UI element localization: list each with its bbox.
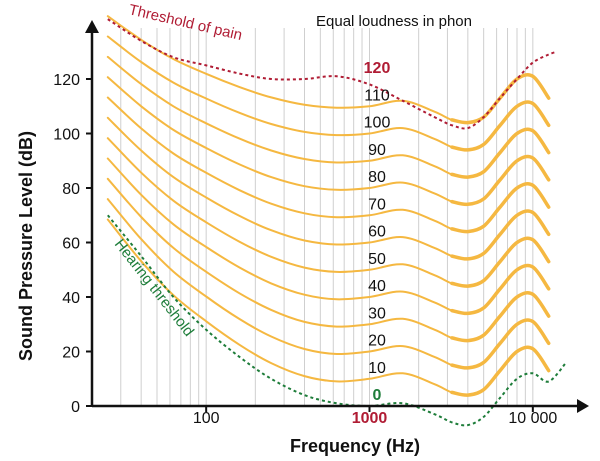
x-axis-arrow: [577, 399, 589, 413]
y-tick-label: 60: [62, 236, 80, 253]
contour-tail-40-phon: [450, 263, 551, 316]
phon-label: 20: [368, 333, 386, 350]
phon-label: 40: [368, 278, 386, 295]
phon-label: 120: [364, 60, 391, 77]
x-tick-label: 10 000: [508, 410, 557, 427]
phon-labels: 0 10 20 30 40 50 60 70 80 90 100 110 120: [364, 60, 391, 404]
chart-title: Equal loudness in phon: [316, 13, 472, 30]
contour-tail-20-phon: [450, 318, 551, 370]
contour-100-phon: [106, 35, 550, 151]
threshold-of-pain-curve: [107, 18, 557, 130]
contour-tail-70-phon: [450, 182, 551, 234]
contour-tail-50-phon: [450, 236, 551, 288]
contour-curves: [106, 15, 551, 397]
contour-40-phon: [106, 157, 550, 315]
phon-label: 50: [368, 251, 386, 268]
y-axis-arrow: [85, 20, 99, 33]
threshold-of-pain-label: Threshold of pain: [127, 1, 244, 44]
phon-label: 80: [368, 169, 386, 186]
x-tick-label: 100: [193, 410, 220, 427]
contour-tail-100-phon: [450, 100, 551, 152]
y-tick-label: 20: [62, 345, 80, 362]
phon-label: 100: [364, 115, 391, 132]
contour-tail-80-phon: [450, 154, 551, 207]
contour-tail-60-phon: [450, 209, 551, 261]
threshold-curves: [107, 18, 567, 427]
y-axis-label: Sound Pressure Level (dB): [16, 131, 36, 361]
contour-50-phon: [106, 137, 550, 288]
phon-label: 30: [368, 305, 386, 322]
phon-label: 70: [368, 196, 386, 213]
phon-label: 60: [368, 224, 386, 241]
y-tick-label: 120: [53, 72, 80, 89]
x-axis-label: Frequency (Hz): [290, 436, 420, 456]
phon-label: 110: [364, 87, 390, 104]
phon-label: 90: [368, 142, 386, 159]
hearing-threshold-curve: [107, 214, 567, 427]
phon-label: 10: [368, 360, 386, 377]
contour-tail-10-phon: [450, 345, 551, 397]
y-tick-label: 0: [71, 399, 80, 416]
y-tick-label: 100: [53, 127, 80, 144]
phon-label: 0: [373, 387, 382, 404]
contour-80-phon: [106, 76, 550, 206]
x-tick-label: 1000: [352, 410, 388, 427]
y-tick-label: 80: [62, 181, 80, 198]
x-ticks: 100 1000 10 000: [193, 406, 557, 427]
contour-tail-90-phon: [450, 127, 551, 179]
y-tick-label: 40: [62, 290, 80, 307]
contour-tail-30-phon: [450, 291, 551, 343]
y-ticks: 0 20 40 60 80 100 120: [53, 72, 92, 416]
